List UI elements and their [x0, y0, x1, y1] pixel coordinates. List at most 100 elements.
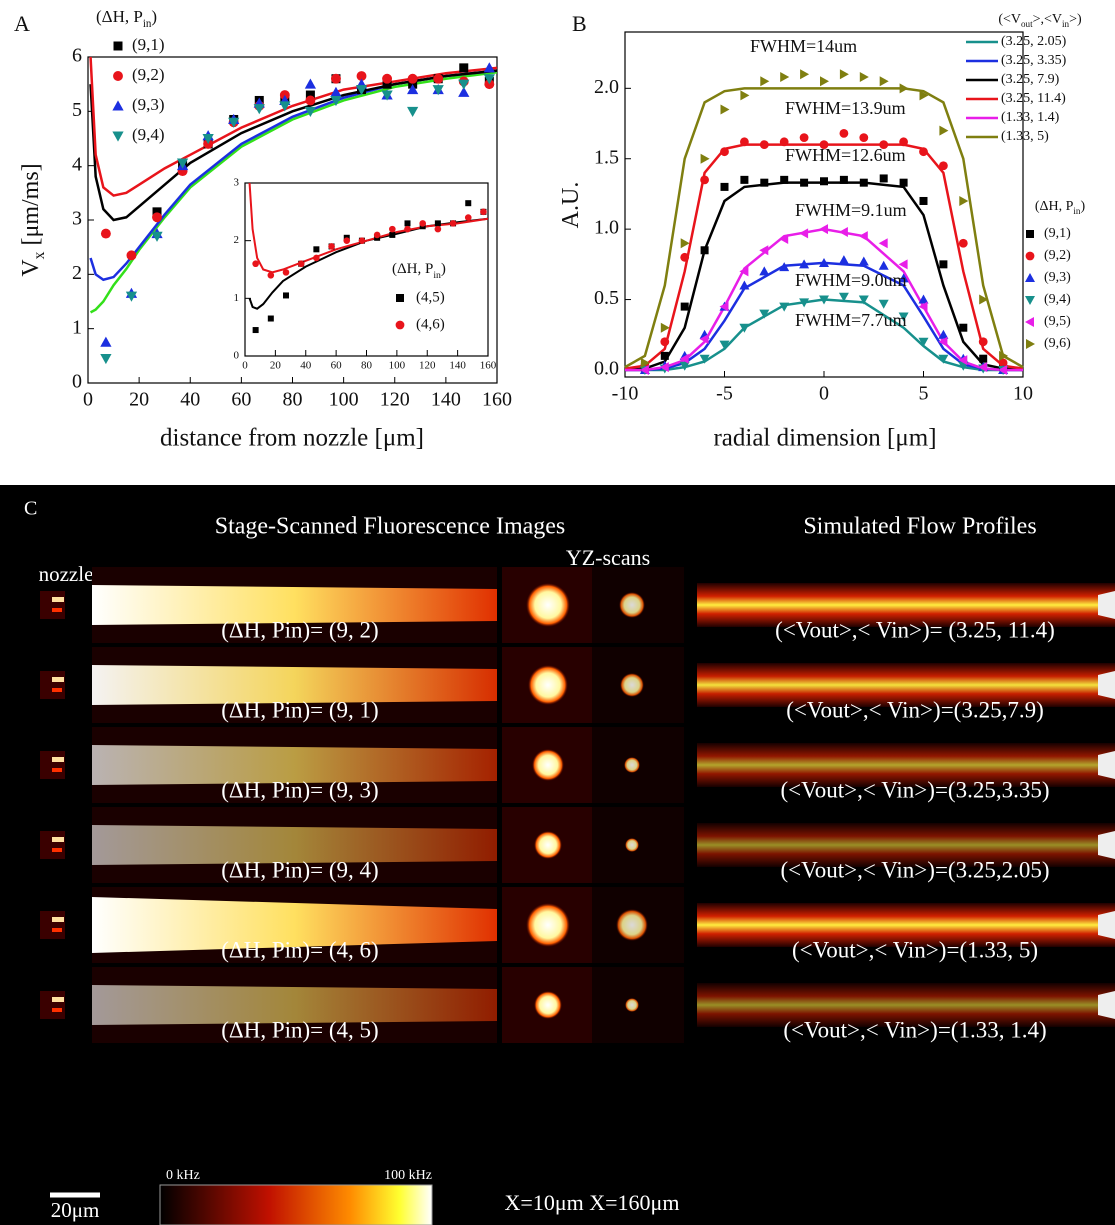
y-tick-label: 5: [72, 99, 82, 121]
marker: [358, 237, 366, 244]
marker: [680, 238, 690, 249]
legend-label: (9,1): [132, 35, 165, 54]
marker: [858, 231, 868, 242]
marker: [699, 354, 710, 364]
marker: [434, 220, 441, 227]
annotation: FWHM=14um: [750, 36, 857, 56]
marker: [464, 214, 472, 221]
yz-spot: [616, 909, 648, 941]
marker: [858, 256, 869, 266]
marker: [820, 76, 829, 87]
legend-label: (4,6): [416, 316, 445, 332]
marker: [739, 323, 750, 333]
marker: [898, 312, 909, 322]
y-axis-title-part: [μm/ms]: [18, 163, 44, 251]
annotation: FWHM=9.1um: [795, 200, 907, 220]
legend-title-part: (ΔH, P: [392, 261, 433, 277]
marker: [839, 175, 848, 184]
legend-title-part: in: [143, 18, 152, 30]
marker: [999, 350, 1009, 361]
marker: [958, 355, 968, 366]
marker: [799, 259, 810, 269]
marker: [176, 158, 189, 169]
marker: [252, 260, 259, 268]
x-tick-label: 0: [819, 383, 829, 405]
legend-marker: [1026, 230, 1034, 238]
nozzle-tip: [52, 688, 62, 692]
simulated-nozzle: [1098, 591, 1115, 619]
marker: [858, 295, 869, 305]
legend-marker: [395, 320, 405, 330]
legend-title-part: ): [441, 261, 446, 277]
marker: [355, 85, 368, 96]
panel-c: C Stage-Scanned Fluorescence Images Simula…: [24, 498, 1115, 1225]
marker: [859, 178, 868, 187]
marker: [918, 301, 928, 312]
legend-title-part: in: [1073, 206, 1081, 216]
yz-spot: [526, 903, 570, 947]
marker: [679, 353, 689, 364]
y-tick-label: 1: [72, 316, 82, 338]
legend-title-part: ): [1080, 199, 1085, 214]
marker: [878, 238, 888, 249]
xy-scan-label: (ΔH, Pin)= (9, 4): [221, 857, 378, 882]
nozzle-image: [40, 991, 65, 1019]
marker: [720, 147, 729, 157]
marker: [938, 354, 949, 364]
column-label: nozzle: [39, 562, 94, 586]
nozzle-tip: [52, 608, 62, 612]
marker: [978, 337, 988, 347]
marker: [228, 117, 240, 128]
x-tick-label: 120: [419, 359, 436, 371]
marker: [879, 76, 889, 87]
marker: [919, 147, 928, 157]
marker: [799, 228, 809, 239]
simulation-label: (<Vout>,< Vin>)=(1.33, 1.4): [783, 1017, 1046, 1042]
marker: [680, 252, 690, 262]
simulated-nozzle: [1098, 991, 1115, 1019]
xy-scan-stream: [92, 585, 497, 625]
y-tick-label: 2: [234, 234, 240, 246]
legend-label: (9,1): [1044, 226, 1071, 241]
y-tick-label: 4: [72, 153, 82, 175]
y-tick-label: 1: [234, 292, 240, 304]
annotation: FWHM=13.9um: [785, 98, 906, 118]
x-tick-label: 120: [380, 389, 410, 411]
marker: [313, 254, 320, 262]
legend-title-part: >): [1069, 12, 1082, 27]
column-label: YZ-scans: [566, 545, 650, 570]
marker: [382, 73, 393, 84]
marker: [660, 337, 670, 347]
marker: [979, 294, 989, 305]
x-tick-label: -5: [716, 383, 733, 405]
marker: [283, 292, 290, 299]
marker: [819, 140, 829, 150]
marker: [759, 140, 769, 150]
simulation-profile: [697, 823, 1115, 867]
legend-label: (9,4): [132, 125, 165, 144]
colorbar-label: 0 kHz: [166, 1168, 200, 1183]
y-tick-label: 1.5: [594, 146, 619, 168]
nozzle-tip: [52, 917, 64, 922]
xy-scan-label: (ΔH, Pin)= (4, 5): [221, 1017, 378, 1042]
y-tick-label: 2.0: [594, 76, 619, 98]
marker: [152, 212, 162, 223]
simulation-profile: [697, 903, 1115, 947]
nozzle-tip: [52, 848, 62, 852]
marker: [304, 78, 317, 89]
nozzle-tip: [52, 928, 62, 932]
xy-scan-stream: [92, 745, 497, 785]
nozzle-image: [40, 591, 65, 619]
legend-title-part: in: [1062, 19, 1070, 29]
y-tick-label: 0: [72, 371, 82, 393]
marker: [779, 234, 789, 244]
simulation-label: (<Vout>,< Vin>)=(1.33, 5): [792, 937, 1038, 962]
marker: [998, 358, 1008, 368]
fit-line: [89, 70, 498, 314]
x-tick-label: 10: [1013, 383, 1033, 405]
yz-spot: [625, 998, 639, 1012]
marker: [978, 362, 988, 373]
nozzle-tip: [52, 597, 64, 602]
marker: [100, 336, 112, 347]
fit-line: [624, 87, 1024, 369]
